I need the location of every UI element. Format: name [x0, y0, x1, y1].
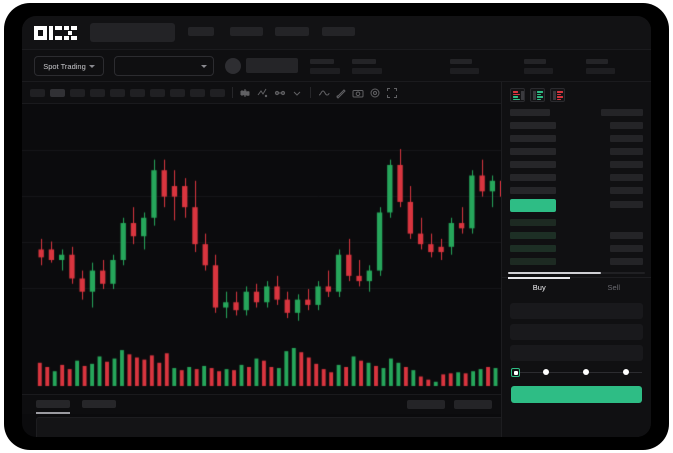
app-screen: Spot Trading [22, 16, 651, 437]
okx-logo-icon[interactable] [34, 26, 78, 40]
orderbook-ask-row[interactable] [510, 187, 556, 194]
orderbook-bid-row[interactable] [510, 232, 556, 239]
trading-pair-selector[interactable] [114, 56, 214, 76]
orderbook-bid-row[interactable] [510, 258, 556, 265]
drawing-tools-icon[interactable] [335, 87, 347, 99]
timeframe-chip[interactable] [110, 88, 125, 97]
coin-avatar [225, 58, 241, 74]
timeframe-chip[interactable] [90, 88, 105, 97]
orderbook-ask-row[interactable] [510, 161, 556, 168]
order-price-field[interactable] [510, 303, 643, 319]
stat-24h-volume [586, 59, 615, 74]
nav-item-4[interactable] [322, 27, 355, 36]
timeframe-chip[interactable] [170, 88, 185, 97]
timeframe-chip[interactable] [190, 88, 205, 97]
orderbook-mode-both-icon[interactable] [510, 88, 525, 102]
order-percent-slider[interactable] [511, 366, 642, 380]
nav-item-1[interactable] [188, 27, 214, 36]
tab-sell-label: Sell [607, 283, 620, 292]
orderbook-ask-size [610, 135, 643, 142]
slider-marker-75[interactable] [623, 369, 629, 375]
trading-mode-selector[interactable]: Spot Trading [34, 56, 104, 76]
orderbook-bid-size [610, 245, 643, 252]
order-total-field[interactable] [510, 345, 643, 361]
slider-handle[interactable] [511, 368, 520, 377]
stat-24h-low [524, 59, 553, 74]
line-chart-icon[interactable] [318, 87, 330, 99]
orderbook-bid-row[interactable] [510, 245, 556, 252]
last-price-display [246, 58, 298, 73]
order-amount-field[interactable] [510, 324, 643, 340]
top-navigation-bar [22, 16, 651, 50]
chart-toolbar [22, 82, 651, 104]
order-book[interactable] [502, 107, 651, 277]
orders-action-1[interactable] [407, 400, 445, 409]
orderbook-bid-size [610, 258, 643, 265]
slider-track [514, 372, 642, 373]
timeframe-chip[interactable] [150, 88, 165, 97]
orderbook-bid-row[interactable] [510, 219, 556, 226]
orderbook-mode-asks-icon[interactable] [550, 88, 565, 102]
orders-tab-bar [22, 394, 651, 437]
order-entry-form [502, 297, 651, 361]
toolbar-divider [310, 87, 311, 98]
orderbook-ask-size [610, 174, 643, 181]
active-tab-indicator [508, 277, 570, 279]
candlestick-chart-icon[interactable] [240, 87, 252, 99]
orderbook-ask-row[interactable] [510, 135, 556, 142]
tab-buy-label: Buy [532, 283, 546, 292]
timeframe-chip[interactable] [130, 88, 145, 97]
tablet-device-frame: Spot Trading [4, 3, 669, 450]
right-trade-panel: Buy Sell [501, 82, 651, 437]
orderbook-mode-bids-icon[interactable] [530, 88, 545, 102]
tab-buy[interactable]: Buy [502, 278, 577, 297]
chevron-down-icon [201, 64, 207, 68]
stat-24h-change [352, 59, 382, 74]
toolbar-divider [232, 87, 233, 98]
orderbook-mode-switcher [502, 82, 651, 107]
timeframe-chip[interactable] [70, 88, 85, 97]
orderbook-ask-row[interactable] [510, 174, 556, 181]
orderbook-ask-size [610, 187, 643, 194]
nav-item-2[interactable] [230, 27, 263, 36]
orderbook-header-size [601, 109, 643, 116]
stat-24h-high [450, 59, 479, 74]
slider-marker-50[interactable] [583, 369, 589, 375]
timeframe-chip[interactable] [210, 88, 225, 97]
orderbook-header-price [510, 109, 550, 116]
active-tab-indicator [36, 412, 70, 414]
compare-icon[interactable] [274, 87, 286, 99]
slider-marker-25[interactable] [543, 369, 549, 375]
timeframe-chip[interactable] [30, 88, 45, 97]
chevron-down-icon[interactable] [291, 87, 303, 99]
orders-tab-history[interactable] [82, 400, 116, 408]
buy-sell-tab-bar: Buy Sell [502, 277, 651, 297]
orderbook-bid-size [610, 232, 643, 239]
orderbook-ask-size [610, 161, 643, 168]
market-subheader: Spot Trading [22, 50, 651, 82]
orderbook-ask-row[interactable] [510, 148, 556, 155]
orderbook-scrollbar[interactable] [508, 272, 645, 274]
indicators-icon[interactable] [257, 87, 269, 99]
orderbook-ask-row[interactable] [510, 122, 556, 129]
orderbook-ask-size [610, 148, 643, 155]
timeframe-chip[interactable] [50, 88, 65, 97]
tab-sell[interactable]: Sell [577, 278, 652, 297]
orders-action-2[interactable] [454, 400, 492, 409]
chevron-down-icon [88, 64, 95, 68]
trading-mode-label: Spot Trading [43, 61, 86, 71]
orderbook-ask-size [610, 122, 643, 129]
orderbook-spread-size [610, 201, 643, 208]
submit-buy-button[interactable] [511, 386, 642, 403]
settings-gear-icon[interactable] [369, 87, 381, 99]
nav-item-3[interactable] [275, 27, 309, 36]
orderbook-spread-price[interactable] [510, 199, 556, 212]
fullscreen-icon[interactable] [386, 87, 398, 99]
stat-last-price [310, 59, 340, 74]
search-input[interactable] [90, 23, 175, 42]
camera-icon[interactable] [352, 87, 364, 99]
orders-tab-open[interactable] [36, 400, 70, 408]
